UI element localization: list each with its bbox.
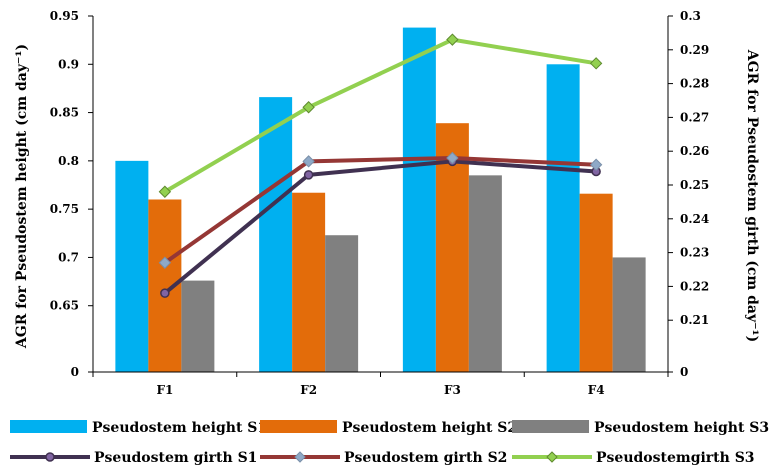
- y-tick-label: 0: [71, 365, 79, 379]
- y2-tick-label: 0.27: [680, 110, 709, 124]
- series-point: [302, 155, 315, 168]
- legend-marker: [546, 451, 558, 463]
- y2-tick-label: 0.22: [680, 279, 709, 293]
- x-tick-label: F3: [444, 383, 461, 397]
- x-tick-label: F2: [300, 383, 317, 397]
- bar: [292, 192, 326, 372]
- plot-area: [115, 27, 646, 373]
- y-tick-label: 0.8: [58, 154, 79, 168]
- y-tick-label: 0.75: [50, 202, 79, 216]
- y2-tick-label: 0.21: [680, 313, 709, 327]
- series-point: [446, 33, 459, 46]
- series-point: [158, 256, 172, 269]
- y-tick-label: 0.85: [50, 106, 79, 120]
- y-axis-title: AGR for Pseudostem height (cm day⁻¹): [14, 44, 30, 349]
- legend-swatch: [512, 420, 589, 433]
- series-point: [589, 57, 603, 70]
- y-tick-label: 0.9: [58, 57, 79, 71]
- y2-tick-label: 0.23: [680, 246, 709, 260]
- legend-marker: [294, 451, 306, 463]
- legend-label: Pseudostem girth S1: [94, 450, 257, 466]
- y-tick-label: 0.7: [58, 250, 79, 264]
- y2-tick-label: 0: [680, 365, 688, 379]
- legend-label: Pseudostemgirth S3: [596, 450, 755, 466]
- y2-axis-title: AGR for Pseudostem girth (cm day⁻¹): [744, 49, 760, 342]
- series-line: [163, 155, 597, 265]
- series-point: [589, 158, 603, 171]
- legend-label: Pseudostem height S1: [92, 420, 267, 436]
- y-tick-label: 0.95: [50, 9, 79, 23]
- bar: [115, 160, 149, 372]
- bar: [579, 193, 613, 372]
- legend-label: Pseudostem girth S2: [344, 450, 507, 466]
- x-tick-label: F4: [588, 383, 605, 397]
- series-line: [163, 37, 597, 194]
- series-point: [158, 185, 172, 198]
- series-point: [302, 101, 315, 114]
- legend-swatch: [260, 420, 337, 433]
- y2-tick-label: 0.29: [680, 43, 709, 57]
- bar: [325, 235, 359, 372]
- series-point: [446, 151, 459, 165]
- bar: [259, 97, 293, 373]
- series-point: [160, 288, 170, 298]
- y2-tick-label: 0.24: [680, 212, 709, 226]
- bar: [546, 64, 580, 373]
- axes: 0 0.65 0.7 0.75 0.8 0.85 0.9 0.95 0 0.21 0.22 0.23 0…: [50, 9, 709, 397]
- bar: [612, 257, 646, 372]
- y2-tick-label: 0.3: [680, 9, 701, 23]
- y2-tick-label: 0.28: [680, 77, 709, 91]
- bar: [402, 27, 436, 373]
- legend-label: Pseudostem height S3: [594, 420, 769, 436]
- legend-swatch: [10, 420, 87, 433]
- series-point: [303, 170, 314, 180]
- y-tick-label: 0.65: [50, 299, 79, 313]
- series-line: [163, 159, 597, 295]
- y2-tick-label: 0.26: [680, 144, 709, 158]
- legend-marker: [45, 452, 55, 462]
- bar: [181, 280, 215, 372]
- bar: [468, 175, 502, 372]
- legend: Pseudostem height S1 Pseudostem height S2…: [10, 420, 769, 466]
- y2-tick-label: 0.25: [680, 178, 709, 192]
- legend-label: Pseudostem height S2: [342, 420, 517, 436]
- x-tick-label: F1: [156, 383, 173, 397]
